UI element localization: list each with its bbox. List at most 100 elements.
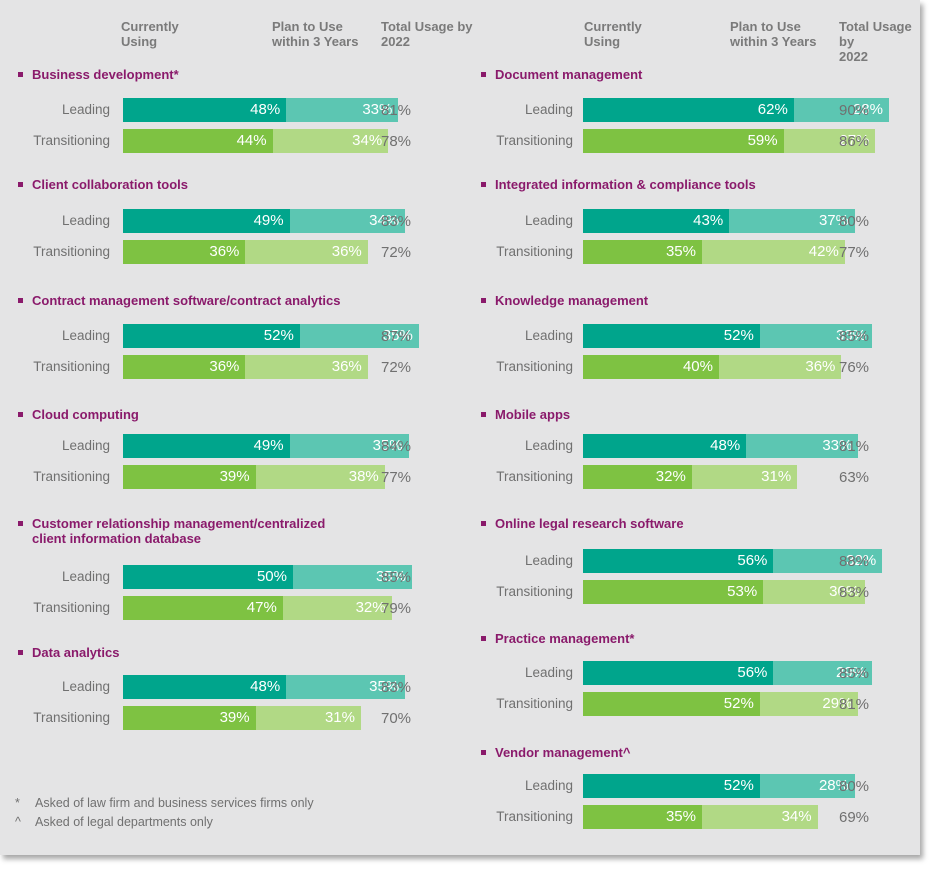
total-usage-leading: 85% — [839, 665, 870, 682]
row-label-transitioning: Transitioning — [33, 600, 110, 615]
total-usage-leading: 84% — [381, 438, 412, 455]
bar-leading-plan-to-use: 33% — [746, 434, 859, 458]
bar-leading-currently-using: 50% — [123, 565, 293, 589]
chart-panel: Currently Using Plan to Use within 3 Years T… — [0, 0, 920, 855]
bullet-square — [481, 182, 486, 187]
row-label-transitioning: Transitioning — [496, 359, 573, 374]
bar-transitioning-currently-using: 44% — [123, 129, 273, 153]
total-usage-leading: 85% — [839, 328, 870, 345]
bar-transitioning-plan-to-use: 30% — [763, 580, 866, 604]
bar-leading-currently-using: 62% — [583, 98, 794, 122]
bar-transitioning-plan-to-use: 42% — [702, 240, 845, 264]
bar-transitioning-currently-using: 40% — [583, 355, 719, 379]
bar-leading-plan-to-use: 28% — [793, 98, 889, 122]
row-label-leading: Leading — [524, 438, 573, 453]
row-label-transitioning: Transitioning — [496, 469, 573, 484]
total-usage-transitioning: 77% — [381, 469, 412, 486]
column-header-plan: Plan to Use within 3 Years — [730, 19, 817, 49]
bar-leading-currently-using: 52% — [583, 324, 760, 348]
footnote-mark: ^ — [15, 815, 21, 829]
bar-transitioning-plan-to-use: 31% — [691, 465, 798, 489]
total-usage-transitioning: 72% — [381, 359, 412, 376]
total-usage-leading: 90% — [839, 102, 870, 119]
category-title: Vendor management^ — [481, 745, 630, 760]
total-usage-transitioning: 70% — [381, 710, 412, 727]
row-label-leading: Leading — [61, 679, 110, 694]
row-label-leading: Leading — [524, 213, 573, 228]
bar-transitioning-plan-to-use: 32% — [282, 596, 392, 620]
bar-transitioning-plan-to-use: 34% — [702, 805, 818, 829]
category-title: Integrated information & compliance tool… — [481, 177, 756, 192]
category-title: Knowledge management — [481, 293, 648, 308]
row-label-transitioning: Transitioning — [33, 359, 110, 374]
category-title: Online legal research software — [481, 516, 684, 531]
bar-transitioning-currently-using: 39% — [123, 706, 256, 730]
bullet-square — [481, 412, 486, 417]
row-label-leading: Leading — [61, 102, 110, 117]
category-title: Client collaboration tools — [18, 177, 188, 192]
bullet-square — [18, 412, 23, 417]
bullet-square — [18, 650, 23, 655]
bar-transitioning-currently-using: 36% — [123, 240, 246, 264]
row-label-transitioning: Transitioning — [496, 133, 573, 148]
footnote-text: Asked of legal departments only — [35, 815, 213, 829]
bar-transitioning-currently-using: 36% — [123, 355, 246, 379]
total-usage-transitioning: 69% — [839, 809, 870, 826]
total-usage-leading: 87% — [381, 328, 412, 345]
bar-leading-plan-to-use: 33% — [759, 324, 872, 348]
category-title: Document management — [481, 67, 642, 82]
footnote-text: Asked of law firm and business services … — [35, 796, 314, 810]
row-label-transitioning: Transitioning — [496, 584, 573, 599]
total-usage-leading: 81% — [839, 438, 870, 455]
bar-transitioning-plan-to-use: 31% — [255, 706, 361, 730]
row-label-leading: Leading — [524, 328, 573, 343]
bullet-square — [18, 298, 23, 303]
footnote-mark: * — [15, 796, 20, 810]
category-title: Data analytics — [18, 645, 119, 660]
bar-transitioning-currently-using: 32% — [583, 465, 692, 489]
total-usage-transitioning: 81% — [839, 696, 870, 713]
bullet-square — [481, 521, 486, 526]
row-label-leading: Leading — [524, 553, 573, 568]
row-label-leading: Leading — [61, 328, 110, 343]
row-label-leading: Leading — [61, 569, 110, 584]
total-usage-leading: 85% — [381, 569, 412, 586]
bar-leading-plan-to-use: 29% — [773, 661, 872, 685]
total-usage-leading: 80% — [839, 213, 870, 230]
bar-leading-currently-using: 52% — [123, 324, 300, 348]
bar-transitioning-plan-to-use: 36% — [245, 240, 368, 264]
row-label-transitioning: Transitioning — [33, 133, 110, 148]
bar-leading-plan-to-use: 28% — [759, 774, 855, 798]
bar-leading-currently-using: 56% — [583, 549, 774, 573]
category-title: Customer relationship management/central… — [18, 516, 325, 546]
total-usage-leading: 81% — [381, 102, 412, 119]
bar-transitioning-plan-to-use: 29% — [759, 692, 859, 716]
total-usage-leading: 80% — [839, 778, 870, 795]
bar-transitioning-currently-using: 35% — [583, 240, 702, 264]
row-label-leading: Leading — [524, 102, 573, 117]
bar-transitioning-currently-using: 47% — [123, 596, 283, 620]
row-label-transitioning: Transitioning — [33, 244, 110, 259]
row-label-transitioning: Transitioning — [33, 710, 110, 725]
total-usage-transitioning: 86% — [839, 133, 870, 150]
bar-leading-plan-to-use: 35% — [289, 434, 409, 458]
bar-leading-currently-using: 49% — [123, 434, 290, 458]
bar-leading-currently-using: 56% — [583, 661, 774, 685]
column-header-plan: Plan to Use within 3 Years — [272, 19, 359, 49]
bar-leading-plan-to-use: 37% — [729, 209, 855, 233]
bullet-square — [481, 298, 486, 303]
bullet-square — [18, 72, 23, 77]
bullet-square — [18, 182, 23, 187]
bar-transitioning-plan-to-use: 36% — [245, 355, 368, 379]
row-label-leading: Leading — [61, 438, 110, 453]
bar-transitioning-plan-to-use: 36% — [719, 355, 842, 379]
category-title: Practice management* — [481, 631, 634, 646]
bar-leading-plan-to-use: 34% — [289, 209, 406, 233]
bar-leading-currently-using: 48% — [583, 434, 747, 458]
row-label-transitioning: Transitioning — [496, 809, 573, 824]
row-label-leading: Leading — [524, 778, 573, 793]
column-header-total: Total Usage by 2022 — [839, 19, 912, 64]
bar-transitioning-plan-to-use: 27% — [783, 129, 876, 153]
total-usage-leading: 83% — [381, 679, 412, 696]
bar-leading-currently-using: 49% — [123, 209, 290, 233]
